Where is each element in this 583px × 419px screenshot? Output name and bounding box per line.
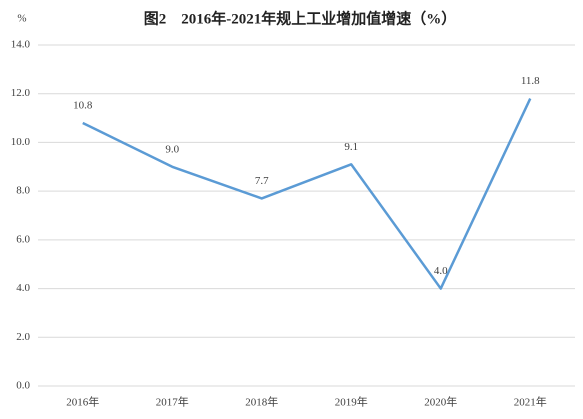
x-tick-label: 2019年 (335, 395, 368, 409)
line-series (82, 98, 532, 290)
y-axis-label: % (17, 13, 26, 25)
y-tick-label: 10.0 (11, 136, 31, 148)
x-tick-label: 2020年 (424, 395, 457, 409)
data-label: 11.8 (521, 75, 540, 87)
chart-title: 图2 2016年-2021年规上工业增加值增速（%） (144, 9, 457, 27)
y-tick-label: 6.0 (16, 233, 30, 245)
x-tick-label: 2021年 (514, 395, 547, 409)
data-label: 10.8 (73, 99, 93, 111)
y-tick-label: 12.0 (11, 87, 31, 99)
x-tick-label: 2017年 (156, 395, 189, 409)
y-tick-label: 4.0 (16, 282, 30, 294)
data-label: 9.0 (165, 143, 179, 155)
data-label: 9.1 (344, 141, 358, 153)
data-label: 4.0 (434, 265, 448, 277)
x-tick-label: 2018年 (245, 395, 278, 409)
y-tick-label: 2.0 (16, 331, 30, 343)
x-tick-label: 2016年 (66, 395, 99, 409)
y-tick-label: 14.0 (11, 39, 31, 51)
data-label: 7.7 (255, 175, 269, 187)
y-tick-label: 0.0 (16, 380, 30, 392)
y-tick-label: 8.0 (16, 185, 30, 197)
